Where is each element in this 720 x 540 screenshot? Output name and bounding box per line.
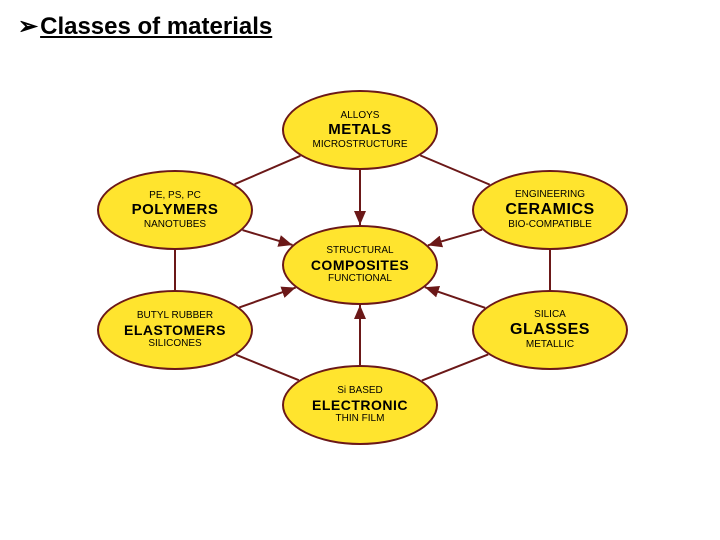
node-electronic-main: ELECTRONIC [312, 397, 408, 413]
node-ceramics: ENGINEERINGCERAMICSBIO-COMPATIBLE [472, 170, 628, 250]
node-electronic-bottom: THIN FILM [336, 413, 385, 425]
node-glasses-top: SILICA [534, 309, 566, 321]
connector-glasses-composites [425, 287, 485, 308]
node-composites-bottom: FUNCTIONAL [328, 273, 392, 285]
node-electronic: Si BASEDELECTRONICTHIN FILM [282, 365, 438, 445]
node-polymers-top: PE, PS, PC [149, 190, 201, 202]
node-elastomers: BUTYL RUBBERELASTOMERSSILICONES [97, 290, 253, 370]
node-composites-main: COMPOSITES [311, 257, 409, 273]
node-composites-top: STRUCTURAL [326, 245, 393, 257]
node-metals-bottom: MICROSTRUCTURE [313, 139, 408, 151]
node-polymers: PE, PS, PCPOLYMERSNANOTUBES [97, 170, 253, 250]
connector-glasses-electronic [422, 354, 488, 380]
node-ceramics-top: ENGINEERING [515, 189, 585, 201]
connector-polymers-composites [242, 230, 292, 245]
page-title: ➢Classes of materials [18, 12, 272, 41]
node-metals: ALLOYSMETALSMICROSTRUCTURE [282, 90, 438, 170]
node-ceramics-bottom: BIO-COMPATIBLE [508, 219, 592, 231]
node-glasses-bottom: METALLIC [526, 339, 574, 351]
connector-elastomers-electronic [236, 355, 299, 380]
materials-diagram: ALLOYSMETALSMICROSTRUCTURE PE, PS, PCPOLY… [60, 80, 660, 480]
node-electronic-top: Si BASED [337, 385, 383, 397]
node-polymers-bottom: NANOTUBES [144, 219, 206, 231]
node-ceramics-main: CERAMICS [505, 201, 594, 219]
connector-ceramics-composites [428, 230, 482, 246]
title-text: Classes of materials [40, 13, 272, 40]
node-metals-top: ALLOYS [341, 110, 380, 122]
node-glasses: SILICAGLASSESMETALLIC [472, 290, 628, 370]
node-elastomers-top: BUTYL RUBBER [137, 310, 213, 322]
node-elastomers-main: ELASTOMERS [124, 322, 226, 338]
connector-metals-polymers [235, 156, 301, 184]
node-glasses-main: GLASSES [510, 321, 590, 339]
node-elastomers-bottom: SILICONES [148, 338, 201, 350]
node-metals-main: METALS [328, 121, 392, 138]
bullet-arrow-icon: ➢ [18, 12, 38, 41]
connector-metals-ceramics [420, 155, 489, 184]
node-polymers-main: POLYMERS [132, 201, 219, 218]
node-composites: STRUCTURALCOMPOSITESFUNCTIONAL [282, 225, 438, 305]
connector-elastomers-composites [239, 288, 295, 308]
